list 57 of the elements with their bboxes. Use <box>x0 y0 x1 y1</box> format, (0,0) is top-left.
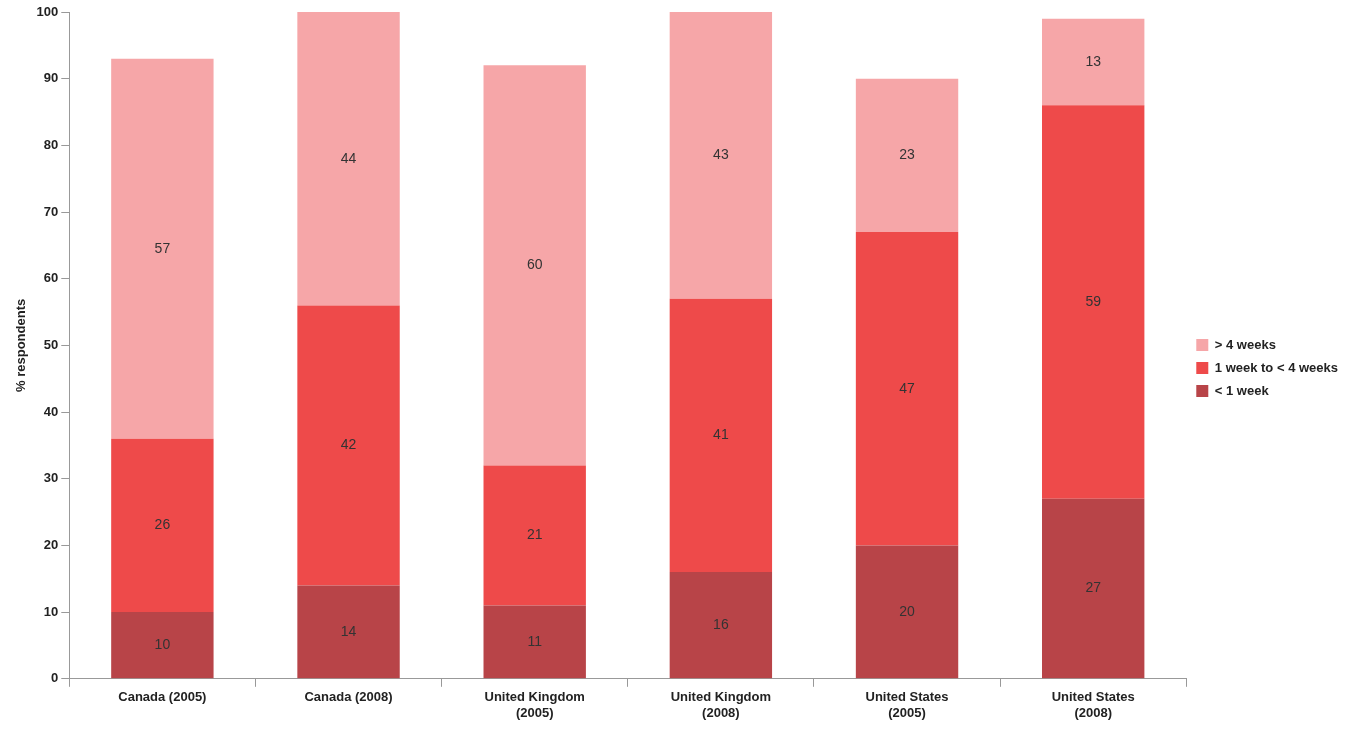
y-tick-label: 0 <box>51 670 59 686</box>
data-label: 59 <box>1085 292 1102 309</box>
bar <box>669 572 773 679</box>
bar <box>297 305 400 586</box>
legend-label: > 4 weeks <box>1214 336 1276 352</box>
bar <box>855 232 959 546</box>
bar <box>669 298 773 573</box>
data-label: 26 <box>154 516 171 533</box>
y-tick-label: 70 <box>43 203 59 219</box>
bar <box>483 65 586 466</box>
legend-label: 1 week to < 4 weeks <box>1214 359 1338 375</box>
x-tick-label: United Kingdom (2005) <box>484 689 585 720</box>
data-label: 14 <box>340 622 357 639</box>
bar <box>111 438 214 613</box>
x-tick-label: Canada (2008) <box>304 689 393 705</box>
data-label: 21 <box>526 526 543 543</box>
data-label: 20 <box>899 602 916 619</box>
bar <box>855 545 959 679</box>
x-tick-label: United Kingdom (2008) <box>670 689 772 720</box>
x-tick-label: United States (2005) <box>865 689 949 720</box>
bar <box>1042 18 1145 106</box>
data-label: 27 <box>1085 579 1102 596</box>
data-label: 43 <box>713 146 729 163</box>
y-tick-label: 30 <box>43 470 59 486</box>
bar <box>669 12 773 299</box>
y-tick-label: 60 <box>43 270 59 286</box>
y-tick-label: 40 <box>43 403 59 419</box>
data-label: 42 <box>340 436 357 453</box>
y-tick-label: 10 <box>43 603 59 619</box>
bar <box>111 58 214 439</box>
bar <box>483 605 586 679</box>
x-tick-label: United States (2008) <box>1051 689 1135 720</box>
data-label: 13 <box>1085 52 1102 69</box>
bar <box>297 585 400 679</box>
bar <box>1042 105 1145 499</box>
data-label: 41 <box>713 426 729 443</box>
data-label: 47 <box>899 379 916 396</box>
y-tick-label: 100 <box>36 3 59 19</box>
bar <box>297 12 400 306</box>
legend-label: < 1 week <box>1214 382 1270 398</box>
y-tick-label: 90 <box>43 70 59 86</box>
y-tick-label: 80 <box>43 136 59 152</box>
bar <box>111 612 214 679</box>
bar <box>483 465 586 606</box>
y-tick-label: 50 <box>43 336 59 352</box>
bar <box>855 78 959 233</box>
y-axis-title: % respondents <box>13 298 29 392</box>
data-label: 16 <box>713 616 729 633</box>
y-tick-label: 20 <box>43 537 59 553</box>
data-label: 10 <box>154 636 171 653</box>
data-label: 44 <box>340 149 357 166</box>
data-label: 11 <box>527 632 543 649</box>
bar <box>1042 498 1145 679</box>
data-label: 23 <box>899 146 916 163</box>
data-label: 60 <box>526 256 543 273</box>
data-label: 57 <box>154 239 171 256</box>
x-tick-label: Canada (2005) <box>118 689 207 705</box>
